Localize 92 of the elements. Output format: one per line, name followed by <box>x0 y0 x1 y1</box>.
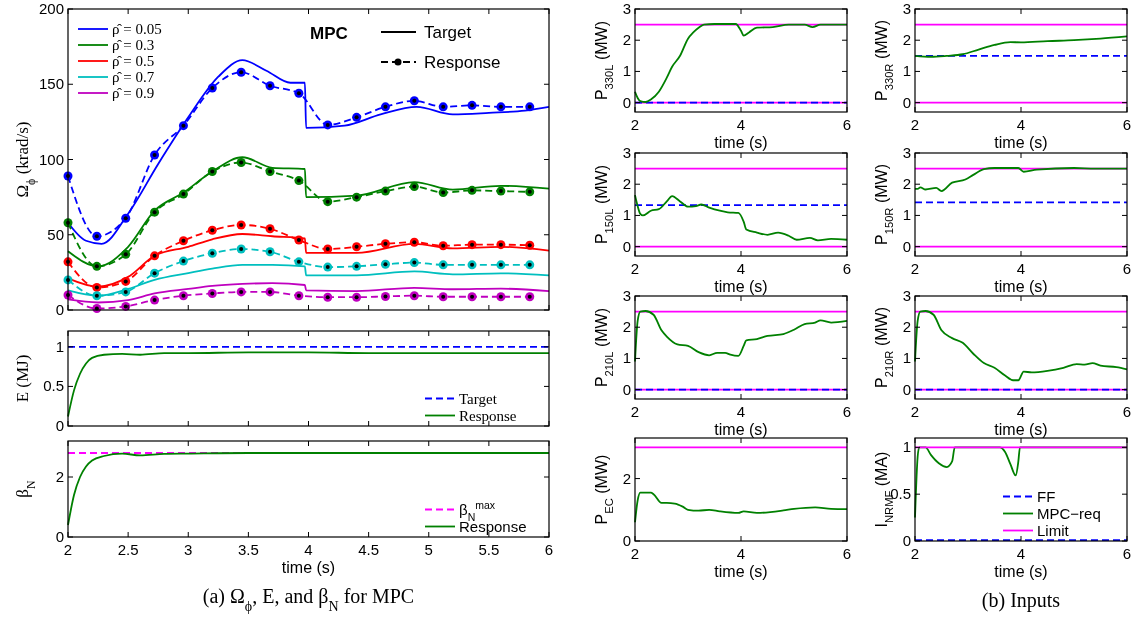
y-tick-label: 0 <box>622 532 631 549</box>
y-tick-label: 0 <box>902 532 911 549</box>
y-tick-label: 3 <box>902 287 911 304</box>
x-tick-label: 4 <box>304 541 313 558</box>
y-tick-label: 1 <box>902 438 911 456</box>
annotation: Target <box>424 23 472 42</box>
legend-label: Target <box>459 390 498 407</box>
y-tick-label: 2 <box>902 175 911 193</box>
y-tick-label: 3 <box>902 0 911 17</box>
x-tick-label: 3 <box>184 541 193 558</box>
y-tick-label: 2 <box>622 31 631 49</box>
x-tick-label: 3.5 <box>237 541 259 558</box>
x-tick-label: 6 <box>1122 116 1132 133</box>
legend-label: ρ̂ = 0.05 <box>112 21 162 37</box>
y-tick-label: 1 <box>622 206 631 224</box>
y-tick-label: 1 <box>902 349 911 367</box>
legend-label: Response <box>459 407 517 424</box>
y-tick-label: 1 <box>622 62 631 80</box>
x-tick-label: 6 <box>1122 260 1132 277</box>
y-tick-label: 0 <box>622 93 631 111</box>
x-tick-label: 6 <box>842 260 852 277</box>
y-tick-label: 200 <box>38 0 64 17</box>
x-axis-title: time (s) <box>994 563 1048 580</box>
x-tick-label: 6 <box>842 116 852 133</box>
y-tick-label: 2 <box>902 31 911 49</box>
y-axis-title: E (MJ) <box>13 354 32 403</box>
line-series <box>634 194 848 242</box>
x-axis-title: time (s) <box>994 421 1048 438</box>
x-tick-label: 4.5 <box>358 541 380 558</box>
x-tick-label: 4 <box>1016 260 1026 277</box>
y-tick-label: 3 <box>622 287 631 304</box>
x-axis-title: time (s) <box>714 278 768 295</box>
line-series <box>634 23 848 103</box>
y-tick-label: 1 <box>902 62 911 80</box>
x-tick-label: 4 <box>736 545 746 562</box>
y-tick-label: 0 <box>55 528 64 545</box>
y-tick-label: 0.5 <box>43 377 64 395</box>
text: (b) Inputs <box>981 589 1061 612</box>
line-series <box>914 310 1128 382</box>
legend-label: ρ̂ = 0.5 <box>112 53 155 69</box>
x-tick-label: 2.5 <box>117 541 139 558</box>
y-tick-label: 0 <box>622 237 631 255</box>
y-tick-label: 50 <box>47 225 64 243</box>
y-tick-label: 0 <box>902 237 911 255</box>
text: (a) Ω$_{ϕ}$, E, and β$_{N}$ for MPC <box>202 585 415 614</box>
x-axis-title: time (s) <box>714 134 768 151</box>
x-tick-label: 4 <box>1016 545 1026 562</box>
y-tick-label: 0 <box>55 417 64 434</box>
y-tick-label: 2 <box>622 469 631 487</box>
y-tick-label: 0 <box>622 380 631 398</box>
x-axis-title: time (s) <box>281 559 336 576</box>
x-axis-title: time (s) <box>994 278 1048 295</box>
x-tick-label: 4 <box>736 116 746 133</box>
x-axis-title: time (s) <box>994 134 1048 151</box>
x-axis-title: time (s) <box>714 563 768 580</box>
y-tick-label: 3 <box>622 0 631 17</box>
x-tick-label: 6 <box>1122 545 1132 562</box>
y-tick-label: 2 <box>622 175 631 193</box>
y-tick-label: 2 <box>622 318 631 336</box>
x-tick-label: 6 <box>544 541 554 558</box>
y-tick-label: 0 <box>902 380 911 398</box>
y-tick-label: 0 <box>902 93 911 111</box>
y-tick-label: 2 <box>902 318 911 336</box>
y-tick-label: 1 <box>55 337 64 355</box>
legend-label: ρ̂ = 0.3 <box>112 37 155 53</box>
y-tick-label: 3 <box>902 144 911 161</box>
x-tick-label: 6 <box>1122 403 1132 420</box>
legend-label: ρ̂ = 0.7 <box>112 69 155 85</box>
y-tick-label: 0 <box>55 301 64 318</box>
x-tick-label: 6 <box>842 403 852 420</box>
x-tick-label: 4 <box>736 403 746 420</box>
x-tick-label: 6 <box>842 545 852 562</box>
x-axis-title: time (s) <box>714 421 768 438</box>
legend-label: ρ̂ = 0.9 <box>112 85 155 101</box>
y-tick-label: 1 <box>622 349 631 367</box>
annotation: Response <box>424 53 501 72</box>
legend-label: FF <box>1037 487 1056 505</box>
legend-label: MPC−req <box>1037 504 1101 522</box>
legend-label: Limit <box>1037 521 1070 539</box>
x-tick-label: 5 <box>424 541 433 558</box>
y-tick-label: 100 <box>38 150 64 168</box>
line-series <box>914 167 1128 192</box>
y-tick-label: 1 <box>902 206 911 224</box>
line-series <box>914 35 1128 58</box>
x-tick-label: 4 <box>1016 403 1026 420</box>
y-tick-label: 3 <box>622 144 631 161</box>
y-tick-label: 2 <box>55 468 64 485</box>
x-tick-label: 4 <box>736 260 746 277</box>
x-tick-label: 4 <box>1016 116 1026 133</box>
y-tick-label: 150 <box>38 75 64 93</box>
annotation: MPC <box>310 24 348 43</box>
x-tick-label: 5.5 <box>478 541 500 558</box>
